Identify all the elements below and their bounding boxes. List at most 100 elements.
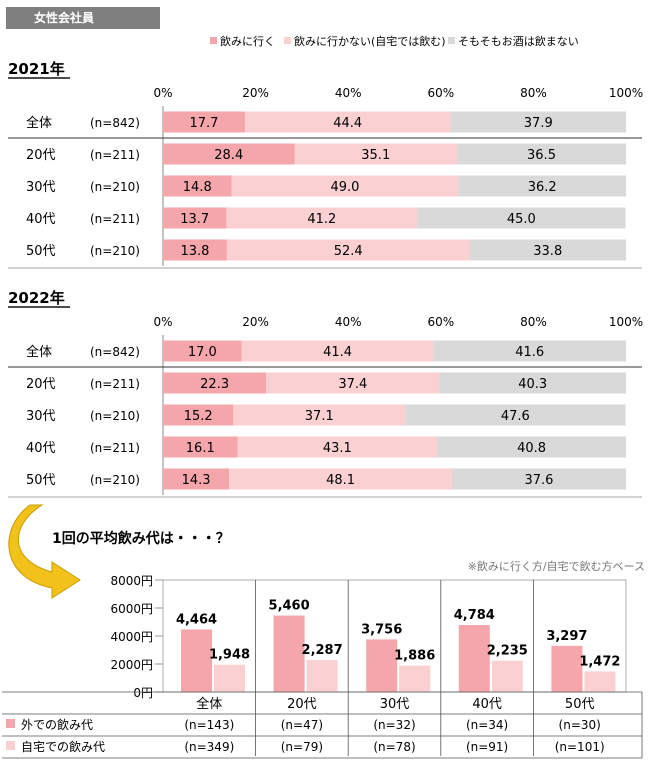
legend-label: 自宅での飲み代 bbox=[21, 739, 105, 754]
data-label: 14.8 bbox=[183, 180, 212, 195]
data-label: 37.6 bbox=[524, 473, 553, 488]
data-label: 22.3 bbox=[200, 377, 229, 392]
bar-segment bbox=[244, 111, 451, 133]
data-label: 47.6 bbox=[501, 409, 530, 424]
sample-size: (n=210) bbox=[90, 180, 140, 194]
bar-segment bbox=[229, 468, 452, 490]
category-label: 全体 bbox=[196, 696, 222, 712]
category-label: 20代 bbox=[26, 377, 56, 392]
data-label: 40.3 bbox=[518, 377, 547, 392]
x-tick-label: 60% bbox=[427, 315, 454, 329]
bar-segment bbox=[163, 207, 227, 229]
legend-swatch bbox=[284, 37, 291, 44]
data-label: 37.9 bbox=[524, 116, 553, 131]
legend-label: 飲みに行かない(自宅では飲む) bbox=[294, 34, 446, 48]
legend-swatch bbox=[6, 719, 15, 728]
bar-segment bbox=[451, 468, 626, 490]
category-label: 20代 bbox=[287, 697, 317, 712]
bar-segment bbox=[163, 175, 232, 197]
data-label: 2,287 bbox=[302, 643, 343, 658]
category-label: 全体 bbox=[26, 344, 52, 360]
bar-segment bbox=[458, 175, 626, 197]
bar-segment bbox=[469, 239, 626, 261]
data-label: 36.5 bbox=[527, 148, 556, 163]
bar-segment bbox=[163, 372, 267, 394]
data-label: 37.1 bbox=[305, 409, 334, 424]
data-label: 43.1 bbox=[323, 441, 352, 456]
bar bbox=[458, 625, 490, 692]
data-label: 1,472 bbox=[579, 654, 620, 669]
bar bbox=[399, 665, 431, 692]
category-label: 30代 bbox=[26, 180, 56, 195]
bar bbox=[273, 615, 305, 692]
bar-segment bbox=[163, 239, 227, 261]
sample-size: (n=210) bbox=[90, 409, 140, 423]
category-label: 30代 bbox=[380, 697, 410, 712]
sample-size: (n=79) bbox=[281, 740, 323, 754]
sample-size: (n=842) bbox=[90, 116, 140, 130]
x-tick-label: 0% bbox=[153, 86, 172, 100]
data-label: 35.1 bbox=[361, 148, 390, 163]
x-tick-label: 20% bbox=[242, 86, 269, 100]
x-tick-label: 0% bbox=[153, 315, 172, 329]
data-label: 37.4 bbox=[338, 377, 367, 392]
bar bbox=[584, 671, 616, 692]
legend-label: 外での飲み代 bbox=[21, 717, 93, 732]
bar-segment bbox=[439, 372, 626, 394]
data-label: 16.1 bbox=[186, 441, 215, 456]
bar-segment bbox=[163, 436, 238, 458]
category-label: 30代 bbox=[26, 409, 56, 424]
category-label: 50代 bbox=[26, 244, 56, 259]
category-label: 40代 bbox=[26, 441, 56, 456]
data-label: 13.8 bbox=[180, 244, 209, 259]
bar-segment bbox=[226, 207, 418, 229]
bar-segment bbox=[437, 436, 626, 458]
x-tick-label: 100% bbox=[609, 315, 643, 329]
legend-swatch bbox=[448, 37, 455, 44]
bar-segment bbox=[233, 404, 406, 426]
y-tick-label: 4000円 bbox=[110, 630, 153, 644]
bar-segment bbox=[237, 436, 438, 458]
bar-segment bbox=[163, 404, 234, 426]
category-label: 50代 bbox=[26, 473, 56, 488]
category-label: 全体 bbox=[26, 115, 52, 131]
data-label: 41.2 bbox=[307, 212, 336, 227]
chart-note: ※飲みに行く方/自宅で飲む方ベース bbox=[468, 559, 645, 573]
data-label: 14.3 bbox=[182, 473, 211, 488]
y-tick-label: 8000円 bbox=[110, 574, 153, 588]
data-label: 5,460 bbox=[269, 599, 310, 614]
legend-label: 飲みに行く bbox=[220, 34, 275, 48]
data-label: 33.8 bbox=[533, 244, 562, 259]
x-tick-label: 100% bbox=[609, 86, 643, 100]
bar bbox=[551, 645, 583, 692]
x-tick-label: 60% bbox=[427, 86, 454, 100]
x-tick-label: 40% bbox=[335, 86, 362, 100]
data-label: 2,235 bbox=[487, 644, 528, 659]
bar-segment bbox=[163, 468, 230, 490]
bar-segment bbox=[266, 372, 440, 394]
bar-segment bbox=[163, 340, 242, 362]
y-tick-label: 2000円 bbox=[110, 658, 153, 672]
sample-size: (n=211) bbox=[90, 148, 140, 162]
data-label: 15.2 bbox=[184, 409, 213, 424]
chart-title: 1回の平均飲み代は・・・？ bbox=[52, 530, 230, 547]
y-tick-label: 0円 bbox=[133, 686, 153, 700]
sample-size: (n=34) bbox=[466, 718, 508, 732]
bar-segment bbox=[457, 143, 626, 165]
sample-size: (n=349) bbox=[184, 740, 234, 754]
category-label: 40代 bbox=[26, 212, 56, 227]
sample-size: (n=211) bbox=[90, 441, 140, 455]
sample-size: (n=91) bbox=[466, 740, 508, 754]
bar-segment bbox=[433, 340, 626, 362]
x-tick-label: 80% bbox=[520, 86, 547, 100]
data-label: 1,886 bbox=[394, 649, 435, 664]
data-label: 17.0 bbox=[188, 345, 217, 360]
data-label: 44.4 bbox=[333, 116, 362, 131]
data-label: 36.2 bbox=[528, 180, 557, 195]
section-tag: 女性会社員 bbox=[6, 7, 160, 29]
data-label: 1,948 bbox=[209, 648, 250, 663]
data-label: 17.7 bbox=[189, 116, 218, 131]
category-label: 20代 bbox=[26, 148, 56, 163]
data-label: 3,297 bbox=[546, 629, 587, 644]
data-label: 40.8 bbox=[517, 441, 546, 456]
